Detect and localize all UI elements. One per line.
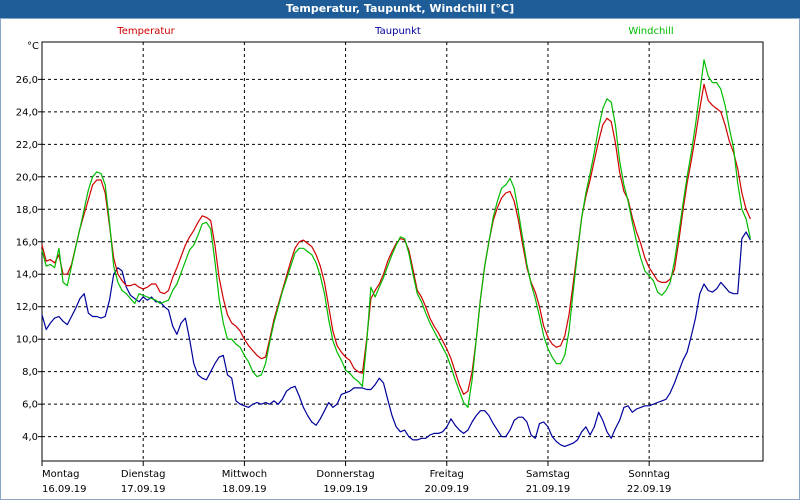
- y-tick-label: 8,0: [22, 367, 38, 378]
- x-tick-date-label: 19.09.19: [323, 484, 368, 495]
- x-tick-date-label: 17.09.19: [121, 484, 166, 495]
- y-tick-label: 14,0: [16, 270, 38, 281]
- x-tick-day-label: Dienstag: [121, 469, 166, 480]
- y-tick-label: 16,0: [16, 237, 38, 248]
- x-tick-day-label: Samstag: [526, 469, 570, 480]
- x-tick-day-label: Sonntag: [628, 469, 670, 480]
- line-chart: 4,0 6,0 8,0 10,0 12,0 14,0 16,0 18,0 20,0 22,0 24,…: [16, 26, 764, 495]
- y-tick-label: 10,0: [16, 335, 38, 346]
- x-tick-date-label: 21.09.19: [526, 484, 571, 495]
- x-tick-day-label: Mittwoch: [222, 469, 267, 480]
- x-tick-date-label: 16.09.19: [42, 484, 87, 495]
- x-tick-day-label: Montag: [42, 469, 79, 480]
- y-tick-label: 12,0: [16, 302, 38, 313]
- series-line-windchill: [41, 59, 751, 408]
- x-tick-day-label: Donnerstag: [316, 469, 374, 480]
- plot-area: [41, 41, 764, 462]
- legend-temperatur: Temperatur: [116, 26, 175, 37]
- y-tick-label: 20,0: [16, 172, 38, 183]
- series-line-taupunkt: [41, 231, 751, 447]
- y-tick-label: 22,0: [16, 140, 38, 151]
- grid: [42, 42, 763, 461]
- x-tick-date-label: 18.09.19: [222, 484, 267, 495]
- y-tick-label: 18,0: [16, 205, 38, 216]
- y-tick-label: 4,0: [22, 432, 38, 443]
- y-axis: 4,0 6,0 8,0 10,0 12,0 14,0 16,0 18,0 20,0 22,0 24,…: [16, 75, 42, 443]
- x-axis: Montag 16.09.19 Dienstag 17.09.19 Mittwoch 18…: [41, 461, 672, 495]
- series-lines: [41, 59, 751, 447]
- y-tick-label: 6,0: [22, 400, 38, 411]
- legend-taupunkt: Taupunkt: [374, 26, 421, 37]
- y-tick-label: 26,0: [16, 75, 38, 86]
- chart-frame: 4,0 6,0 8,0 10,0 12,0 14,0 16,0 18,0 20,0 22,0 24,…: [0, 18, 800, 500]
- legend-windchill: Windchill: [628, 26, 673, 37]
- window-title: Temperatur, Taupunkt, Windchill [°C]: [0, 0, 800, 18]
- x-tick-date-label: 20.09.19: [425, 484, 470, 495]
- x-tick-day-label: Freitag: [430, 469, 464, 480]
- y-tick-label: 24,0: [16, 107, 38, 118]
- x-tick-date-label: 22.09.19: [627, 484, 672, 495]
- y-axis-unit-label: °C: [27, 41, 39, 52]
